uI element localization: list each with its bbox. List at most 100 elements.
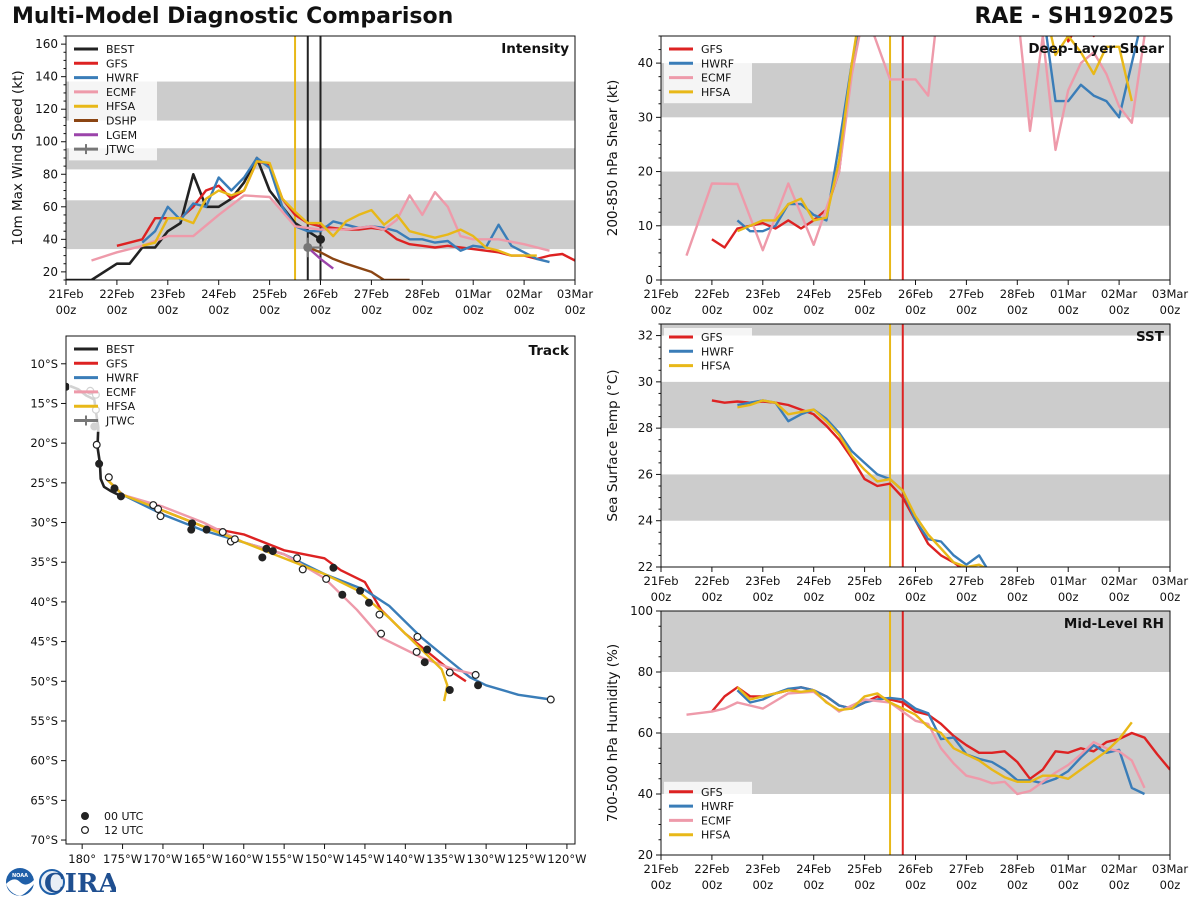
threshold-band [661,324,1170,336]
y-axis-label: 10m Max Wind Speed (kt) [10,70,26,245]
legend-box [69,340,157,432]
x-tick-label: 175°W [103,852,142,866]
x-tick-label-date: 03Mar [557,287,594,301]
sst-plot-area [661,324,1170,567]
x-tick-label-date: 25Feb [847,574,882,588]
best-point-12utc [413,632,422,641]
y-tick-label: 0 [645,273,653,287]
x-tick-label-hour: 00z [854,878,875,892]
y-tick-label: 65°S [30,793,58,807]
legend-label-hfsa: HFSA [701,86,731,99]
x-tick-label-hour: 00z [752,303,773,317]
legend-label-ecmf: ECMF [106,86,136,99]
x-tick-label-date: 01Mar [1050,287,1087,301]
legend-label-hfsa: HFSA [701,829,731,842]
x-tick-label: 140°W [386,852,425,866]
legend-label-gfs: GFS [701,786,723,799]
x-tick-label-date: 28Feb [1000,574,1035,588]
x-tick-label-hour: 00z [565,303,586,317]
y-tick-label: 20 [43,265,58,279]
best-point-00utc [338,590,347,599]
x-tick-label-hour: 00z [702,303,723,317]
best-point-00utc [187,525,196,534]
rh-plot-area [661,611,1170,855]
y-tick-label: 10 [638,219,653,233]
y-tick-label: 30 [638,110,653,124]
legend-label-dshp: DSHP [106,115,137,128]
x-tick-label-hour: 00z [310,303,331,317]
y-axis-label: Sea Surface Temp (°C) [605,369,621,521]
best-point-12utc [546,695,555,704]
series-hwrf [737,399,988,567]
csu-seal-icon [39,869,65,895]
x-tick-label-hour: 00z [905,303,926,317]
x-tick-label-hour: 00z [651,303,672,317]
noaa-seal-wave [6,879,34,896]
x-tick-label-date: 24Feb [201,287,236,301]
cira-logo-text: CIRA [44,869,116,898]
y-tick-label: 80 [638,665,653,679]
y-tick-label: 10°S [30,357,58,371]
y-tick-label: 28 [638,421,653,435]
series-hfsa [737,399,986,567]
y-tick-label: 70°S [30,833,58,847]
x-tick-label-date: 26Feb [898,574,933,588]
x-tick-label-hour: 00z [1007,878,1028,892]
x-tick-label-date: 24Feb [796,574,831,588]
marker-legend-label: 00 UTC [104,810,144,823]
best-point-00utc [420,658,429,667]
panel-title: SST [1136,329,1165,345]
x-tick-label-date: 23Feb [150,287,185,301]
best-point-00utc [364,598,373,607]
y-tick-label: 20 [638,165,653,179]
series-hfsa [736,36,1133,233]
series-dshp [307,246,410,280]
best-point-12utc [92,440,101,449]
x-tick-label-date: 25Feb [847,287,882,301]
x-tick-label-date: 22Feb [99,287,134,301]
y-tick-label: 60 [638,726,653,740]
legend-label-hwrf: HWRF [701,345,734,358]
y-tick-label: 32 [638,329,653,343]
y-tick-label: 20 [638,848,653,862]
best-point-12utc [471,670,480,679]
x-tick-label-hour: 00z [107,303,128,317]
x-tick-label-date: 25Feb [847,862,882,876]
best-point-00utc [116,492,125,501]
x-tick-label-hour: 00z [651,590,672,604]
best-point-00utc [188,519,197,528]
y-axis-label: 200-850 hPa Shear (kt) [605,80,621,237]
threshold-band [661,381,1170,429]
y-tick-label: 60 [43,200,58,214]
jtwc-point [303,242,313,252]
x-tick-label-date: 27Feb [949,287,984,301]
legend-label-gfs: GFS [701,43,723,56]
x-tick-label: 180° [68,852,96,866]
x-tick-label: 145°W [345,852,384,866]
x-tick-label-date: 25Feb [252,287,287,301]
x-tick-label-hour: 00z [803,303,824,317]
x-tick-label-date: 24Feb [796,862,831,876]
y-tick-label: 30 [638,375,653,389]
x-tick-label-hour: 00z [1058,303,1079,317]
best-point-12utc [156,512,165,521]
x-tick-label-hour: 00z [157,303,178,317]
x-tick-label-date: 27Feb [949,862,984,876]
x-tick-label-hour: 00z [956,878,977,892]
x-tick-label-date: 26Feb [898,287,933,301]
legend-label-best: BEST [106,43,134,56]
legend-box [69,40,157,161]
track-ecmf [105,478,479,677]
legend-label-jtwc: JTWC [105,415,135,428]
best-point-12utc [375,610,384,619]
y-tick-label: 50°S [30,674,58,688]
x-tick-label-date: 02Mar [1101,574,1138,588]
series-ecmf [685,36,1146,256]
x-tick-label-hour: 00z [956,303,977,317]
x-tick-label-hour: 00z [1058,878,1079,892]
x-tick-label-date: 22Feb [694,574,729,588]
x-tick-label-hour: 00z [905,878,926,892]
y-tick-label: 80 [43,167,58,181]
x-tick-label-date: 02Mar [1101,862,1138,876]
